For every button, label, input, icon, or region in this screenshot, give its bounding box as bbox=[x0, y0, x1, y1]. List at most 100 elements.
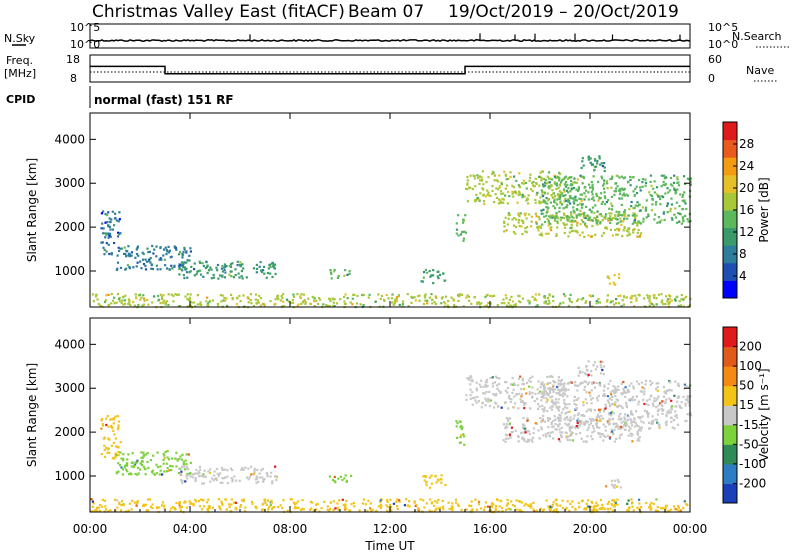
data-cell bbox=[105, 417, 108, 420]
data-cell bbox=[393, 301, 396, 305]
data-cell bbox=[662, 183, 665, 186]
data-cell bbox=[136, 245, 139, 248]
data-cell bbox=[144, 503, 147, 506]
data-cell bbox=[142, 303, 146, 306]
data-cell bbox=[660, 185, 663, 188]
data-cell bbox=[634, 294, 637, 297]
data-cell bbox=[274, 302, 277, 305]
data-cell bbox=[589, 295, 592, 298]
data-cell bbox=[556, 220, 559, 223]
colorbar-segment bbox=[723, 174, 737, 193]
data-cell bbox=[146, 460, 149, 464]
data-cell bbox=[649, 180, 652, 183]
data-cell bbox=[128, 502, 131, 505]
data-cell bbox=[517, 294, 520, 297]
colorbar-frame bbox=[722, 326, 738, 504]
data-cell bbox=[579, 174, 582, 177]
data-cell bbox=[292, 293, 295, 296]
data-cell bbox=[662, 303, 665, 306]
data-cell bbox=[605, 405, 608, 408]
data-cell bbox=[554, 401, 557, 404]
data-cell bbox=[139, 298, 142, 301]
data-cell bbox=[134, 472, 137, 476]
data-cell bbox=[295, 502, 298, 505]
data-cell bbox=[233, 475, 236, 478]
data-cell bbox=[605, 305, 608, 308]
data-cell bbox=[91, 500, 94, 503]
data-cell bbox=[559, 414, 562, 417]
data-cell bbox=[221, 481, 224, 484]
freq-tick-high: 18 bbox=[66, 53, 80, 66]
data-cell bbox=[281, 296, 284, 300]
data-cell bbox=[679, 509, 683, 512]
data-cell bbox=[168, 249, 171, 252]
data-cell bbox=[277, 298, 280, 301]
data-cell bbox=[334, 507, 337, 510]
data-cell bbox=[255, 263, 258, 266]
data-cell bbox=[524, 427, 527, 430]
data-cell bbox=[524, 402, 527, 405]
data-cell bbox=[540, 428, 543, 431]
data-cell bbox=[296, 500, 300, 503]
data-cell bbox=[444, 483, 447, 487]
data-cell bbox=[599, 360, 602, 363]
data-cell bbox=[598, 419, 601, 422]
data-cell bbox=[595, 218, 598, 222]
data-cell bbox=[664, 182, 667, 185]
data-cell bbox=[530, 188, 533, 191]
data-cell bbox=[477, 503, 481, 506]
data-cell bbox=[467, 378, 471, 381]
data-cell bbox=[584, 301, 587, 304]
data-cell bbox=[665, 414, 668, 417]
data-cell bbox=[247, 467, 250, 470]
data-cell bbox=[230, 270, 233, 273]
data-cell bbox=[527, 299, 530, 302]
data-cell bbox=[566, 438, 569, 442]
data-cell bbox=[577, 397, 580, 400]
data-cell bbox=[113, 302, 116, 305]
data-cell bbox=[628, 384, 631, 387]
data-cell bbox=[536, 388, 539, 391]
data-cell bbox=[633, 398, 636, 401]
data-cell bbox=[639, 429, 643, 432]
data-cell bbox=[153, 473, 157, 476]
data-cell bbox=[587, 373, 590, 376]
data-cell bbox=[307, 297, 310, 300]
data-cell bbox=[120, 466, 123, 469]
data-cell bbox=[501, 510, 504, 513]
data-cell bbox=[663, 218, 666, 221]
data-cell bbox=[144, 268, 148, 271]
data-cell bbox=[301, 301, 304, 304]
data-cell bbox=[263, 499, 266, 502]
data-cell bbox=[623, 212, 627, 215]
data-cell bbox=[606, 300, 609, 303]
data-cell bbox=[641, 178, 644, 181]
data-cell bbox=[476, 395, 479, 398]
data-cell bbox=[333, 298, 336, 301]
data-cell bbox=[495, 505, 498, 508]
data-cell bbox=[587, 505, 590, 508]
data-cell bbox=[202, 473, 205, 476]
data-cell bbox=[217, 277, 220, 280]
data-cell bbox=[410, 301, 413, 304]
data-cell bbox=[126, 470, 129, 473]
data-cell bbox=[390, 297, 393, 300]
data-cell bbox=[599, 363, 602, 366]
data-cell bbox=[491, 295, 494, 298]
data-cell bbox=[415, 504, 418, 507]
data-cell bbox=[661, 400, 664, 403]
data-cell bbox=[499, 391, 502, 394]
data-cell bbox=[536, 191, 539, 194]
data-cell bbox=[524, 227, 527, 230]
data-cell bbox=[608, 413, 611, 416]
data-cell bbox=[618, 210, 621, 214]
data-cell bbox=[139, 260, 142, 263]
data-cell bbox=[592, 199, 596, 202]
data-cell bbox=[585, 420, 588, 423]
data-cell bbox=[542, 212, 545, 215]
data-cell bbox=[350, 474, 353, 477]
data-cell bbox=[191, 473, 194, 476]
data-cell bbox=[595, 396, 599, 400]
data-cell bbox=[552, 437, 555, 440]
data-cell bbox=[651, 203, 654, 206]
